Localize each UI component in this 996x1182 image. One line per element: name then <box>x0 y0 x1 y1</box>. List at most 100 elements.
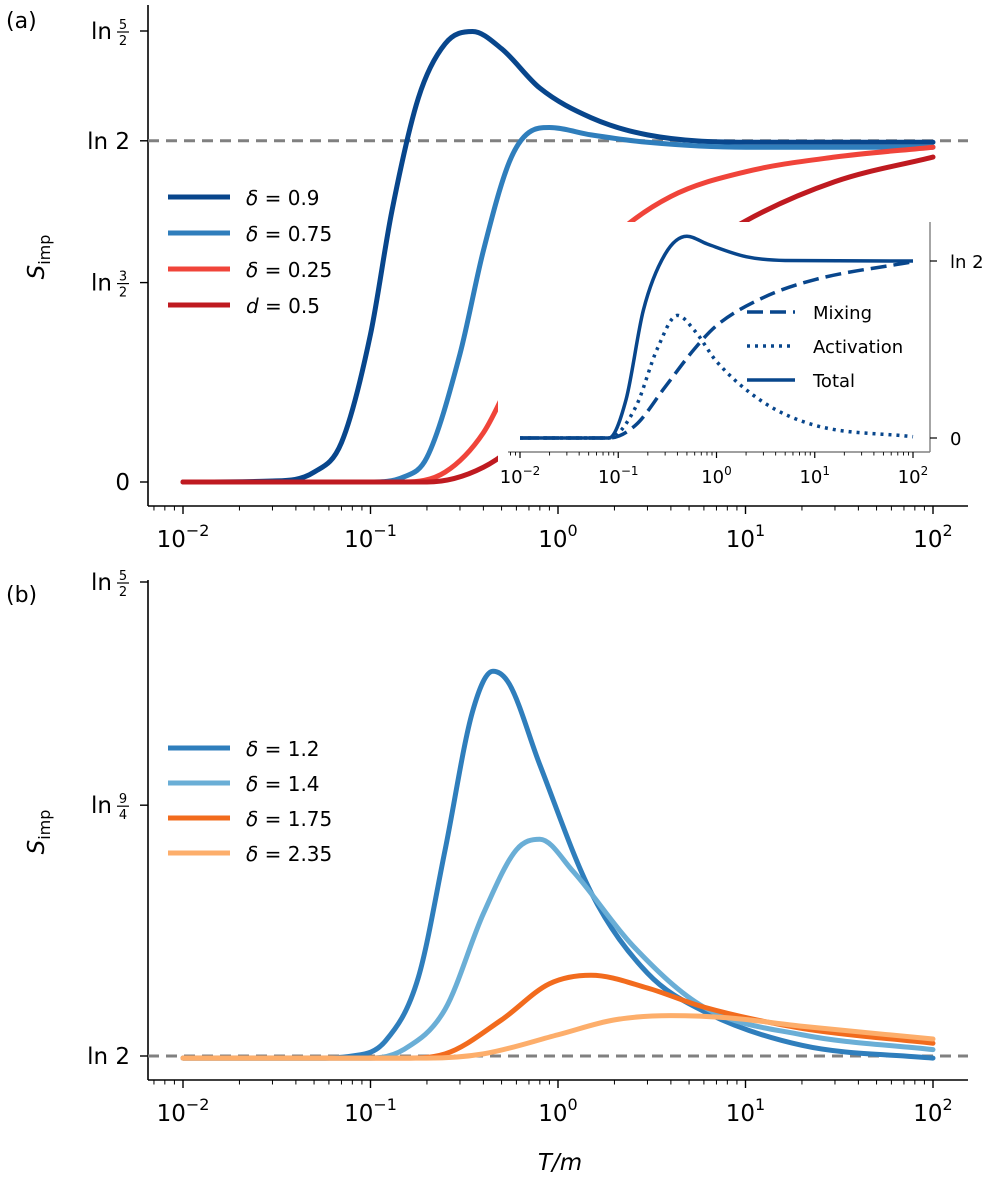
legend-label-value: = 0.9 <box>258 186 319 210</box>
inset-x-tick-label-exp: −1 <box>621 464 639 478</box>
y-tick-label-num: 9 <box>119 792 127 807</box>
legend-label-symbol: δ <box>246 737 258 761</box>
legend-label-value: = 0.25 <box>258 258 332 282</box>
x-tick-label-base: 10 <box>344 1101 373 1127</box>
inset-x-tick-label-exp: 1 <box>822 464 830 478</box>
x-tick-label: 10−2 <box>157 521 210 553</box>
x-tick-label-base: 10 <box>538 1101 567 1127</box>
panel-label: (b) <box>6 583 37 608</box>
x-tick-label-base: 10 <box>538 527 567 553</box>
y-tick-label-den: 2 <box>119 585 127 600</box>
legend-label-symbol: δ <box>246 186 258 210</box>
legend-label-value: = 2.35 <box>258 842 332 866</box>
x-tick-label: 10−1 <box>344 1095 397 1127</box>
legend-label-value: = 1.75 <box>258 807 332 831</box>
series-line-1 <box>180 125 936 485</box>
y-axis-label-main: S <box>24 840 50 855</box>
legend-label-value: = 1.2 <box>258 737 319 761</box>
x-tick-label-exp: 0 <box>568 1095 578 1114</box>
y-tick-label: ln 2 <box>87 1044 130 1070</box>
legend-label-symbol: δ <box>246 222 258 246</box>
legend-label: δ = 2.35 <box>246 842 332 866</box>
inset-x-tick-label-exp: 2 <box>921 464 929 478</box>
x-tick-label-exp: −1 <box>373 1095 397 1114</box>
legend-label: δ = 0.9 <box>246 186 320 210</box>
y-tick-label-den: 2 <box>119 286 127 301</box>
y-tick-label-ln: ln <box>91 570 112 596</box>
x-tick-label: 100 <box>538 1095 577 1127</box>
legend-label: δ = 1.75 <box>246 807 332 831</box>
inset-x-tick-label: 102 <box>898 464 929 488</box>
y-axis-label-main: S <box>24 265 50 280</box>
y-tick-label-den: 2 <box>119 34 127 49</box>
panel-label: (a) <box>6 9 37 34</box>
legend-label: δ = 1.2 <box>246 737 320 761</box>
x-tick-label-base: 10 <box>726 1101 755 1127</box>
inset-x-tick-label-exp: 0 <box>724 464 732 478</box>
inset-series-line-2 <box>519 234 914 440</box>
inset-x-tick-label-base: 10 <box>799 467 822 488</box>
legend-label-symbol: d <box>246 294 259 318</box>
x-axis-label-main: T <box>538 1150 554 1176</box>
inset-y-tick-label: ln 2 <box>950 252 984 273</box>
y-axis-label: Simp <box>24 235 54 280</box>
inset-x-tick-label-base: 10 <box>598 467 621 488</box>
x-axis-label: T/m <box>538 1150 582 1176</box>
legend-label-value: = 1.4 <box>258 772 319 796</box>
inset-legend-label: Total <box>812 371 855 392</box>
inset-legend-label: Activation <box>813 337 903 358</box>
x-tick-label-base: 10 <box>157 1101 186 1127</box>
y-tick-label: ln 2 <box>87 129 130 155</box>
y-axis-label-sub: imp <box>35 810 54 840</box>
y-tick-label-num: 3 <box>119 270 127 285</box>
x-tick-label: 10−1 <box>344 521 397 553</box>
x-tick-label-exp: 1 <box>755 1095 765 1114</box>
legend-label: δ = 0.25 <box>246 258 332 282</box>
legend: δ = 0.9δ = 0.75δ = 0.25d = 0.5 <box>168 186 332 318</box>
legend-label-symbol: δ <box>246 772 258 796</box>
x-tick-label-base: 10 <box>344 527 373 553</box>
x-tick-label-base: 10 <box>726 527 755 553</box>
x-tick-label: 102 <box>913 1095 952 1127</box>
series-line-0 <box>180 28 936 485</box>
x-tick-label: 102 <box>913 521 952 553</box>
x-tick-label-exp: 2 <box>943 1095 953 1114</box>
inset-x-tick-label-base: 10 <box>701 467 724 488</box>
inset-series-line-1 <box>519 313 914 440</box>
x-tick-label-exp: −1 <box>373 521 397 540</box>
inset-x-tick-label-exp: −2 <box>523 464 541 478</box>
x-tick-label-base: 10 <box>913 1101 942 1127</box>
x-tick-label: 100 <box>538 521 577 553</box>
legend-label-value: = 0.5 <box>259 294 320 318</box>
inset-legend-label: Mixing <box>813 303 872 324</box>
x-tick-label-exp: 0 <box>568 521 578 540</box>
y-axis-label-sub: imp <box>35 235 54 265</box>
series-line-0 <box>180 668 936 1061</box>
x-tick-label-exp: 2 <box>943 521 953 540</box>
legend-label-symbol: δ <box>246 842 258 866</box>
inset-x-tick-label: 100 <box>701 464 732 488</box>
x-tick-label-exp: −2 <box>186 521 210 540</box>
y-tick-label-den: 4 <box>119 808 127 823</box>
legend: δ = 1.2δ = 1.4δ = 1.75δ = 2.35 <box>168 737 332 866</box>
inset-x-tick-label: 101 <box>799 464 830 488</box>
x-tick-label: 101 <box>726 1095 765 1127</box>
y-tick-label-ln: ln <box>91 19 112 45</box>
inset-x-tick-label: 10−2 <box>500 464 541 488</box>
inset-y-tick-label: 0 <box>950 429 961 450</box>
x-axis-label-rest: /m <box>550 1150 582 1176</box>
legend-label: d = 0.5 <box>246 294 320 318</box>
inset-x-tick-label-base: 10 <box>898 467 921 488</box>
y-tick-label: 0 <box>115 470 130 496</box>
x-tick-label-exp: 1 <box>755 521 765 540</box>
inset-x-tick-label: 10−1 <box>598 464 639 488</box>
legend-label: δ = 0.75 <box>246 222 332 246</box>
y-tick-label-num: 5 <box>119 18 127 33</box>
x-tick-label-exp: −2 <box>186 1095 210 1114</box>
series-line-2 <box>180 972 936 1061</box>
legend-label-symbol: δ <box>246 807 258 831</box>
x-tick-label: 101 <box>726 521 765 553</box>
